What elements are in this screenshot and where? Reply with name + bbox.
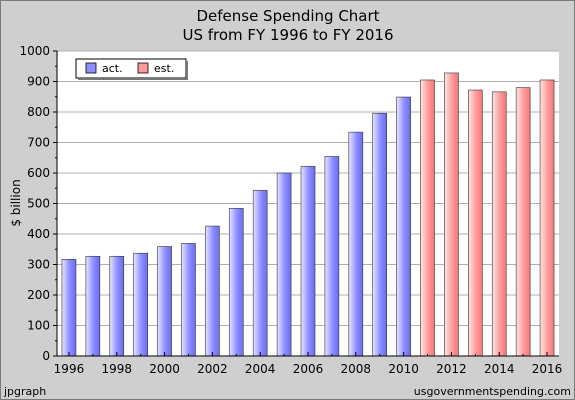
bar-2016 bbox=[539, 79, 555, 357]
bar-2001 bbox=[181, 243, 196, 357]
axes: 0 100 200 300 400 500 600 700 800 900 1000 1996 1998… bbox=[19, 44, 562, 376]
legend-label-actual: act. bbox=[102, 62, 123, 75]
bar-2009 bbox=[372, 112, 388, 357]
y-axis-label: $ billion bbox=[9, 179, 23, 226]
bar-2015 bbox=[515, 87, 531, 357]
bar-2005 bbox=[276, 172, 292, 357]
legend-swatch-actual bbox=[85, 62, 97, 74]
y-tick-label: 0 bbox=[42, 349, 50, 363]
y-tick-label: 500 bbox=[27, 197, 50, 211]
bar-2012 bbox=[444, 72, 459, 357]
y-tick-label: 900 bbox=[27, 75, 50, 89]
x-tick-label: 2002 bbox=[197, 362, 228, 376]
x-tick-label: 2000 bbox=[149, 362, 180, 376]
x-tick-label: 1996 bbox=[54, 362, 85, 376]
legend-shadow-bottom bbox=[78, 78, 188, 80]
bar-2013 bbox=[468, 89, 483, 357]
bar-2014 bbox=[491, 91, 507, 357]
x-tick-label: 2006 bbox=[293, 362, 324, 376]
x-tick-label: 2016 bbox=[532, 362, 563, 376]
bar-2011 bbox=[420, 79, 435, 357]
bar-1998 bbox=[109, 255, 125, 357]
footer-right: usgovernmentspending.com bbox=[414, 385, 571, 398]
bar-2003 bbox=[228, 208, 244, 357]
y-tick-label: 1000 bbox=[19, 44, 50, 58]
bar-2000 bbox=[157, 246, 172, 357]
chart-title: Defense Spending Chart bbox=[196, 7, 379, 25]
bar-2007 bbox=[324, 156, 340, 357]
x-tick-label: 1998 bbox=[101, 362, 132, 376]
bars bbox=[61, 72, 555, 357]
y-tick-label: 300 bbox=[27, 258, 50, 272]
x-tick-label: 2004 bbox=[245, 362, 276, 376]
bar-2006 bbox=[300, 165, 316, 357]
bar-2002 bbox=[205, 225, 220, 357]
bar-1997 bbox=[85, 255, 101, 357]
bar-1999 bbox=[133, 252, 148, 357]
x-tick-label: 2012 bbox=[436, 362, 467, 376]
bar-1996 bbox=[61, 259, 77, 357]
x-tick-label: 2008 bbox=[341, 362, 372, 376]
y-tick-label: 400 bbox=[27, 227, 50, 241]
y-tick-label: 600 bbox=[27, 166, 50, 180]
y-tick-label: 700 bbox=[27, 136, 50, 150]
legend-swatch-estimate bbox=[137, 62, 149, 74]
y-tick-label: 200 bbox=[27, 288, 50, 302]
legend: act. est. bbox=[75, 58, 188, 80]
y-tick-label: 800 bbox=[27, 105, 50, 119]
x-tick-label: 2010 bbox=[388, 362, 419, 376]
bar-2010 bbox=[396, 96, 411, 357]
y-tick-label: 100 bbox=[27, 319, 50, 333]
chart-subtitle: US from FY 1996 to FY 2016 bbox=[182, 26, 393, 44]
legend-label-estimate: est. bbox=[154, 62, 174, 75]
legend-shadow bbox=[186, 61, 188, 80]
bar-2004 bbox=[252, 190, 268, 357]
bar-2008 bbox=[348, 131, 364, 357]
footer-left: jpgraph bbox=[3, 385, 46, 398]
x-tick-label: 2014 bbox=[484, 362, 515, 376]
